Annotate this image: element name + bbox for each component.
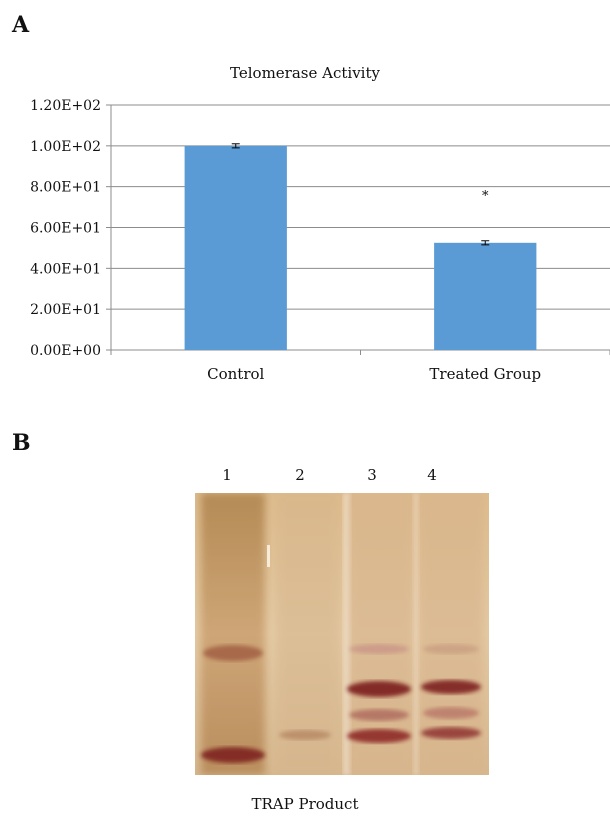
y-tick-label: 6.00E+01: [30, 221, 101, 237]
y-tick-label: 2.00E+01: [30, 302, 101, 318]
chart-svg: Telomerase Activity 0.00E+00 2.00E+01 4.00E…: [30, 64, 610, 383]
lane-number-1: 1: [222, 466, 232, 484]
lane1-band-lower: [201, 747, 265, 763]
significance-marker: *: [482, 189, 489, 204]
gel-artifact: [267, 545, 270, 567]
lane4-band-3: [421, 727, 481, 739]
telomerase-chart: Telomerase Activity 0.00E+00 2.00E+01 4.00E…: [0, 0, 610, 400]
panel-b-label: B: [12, 430, 31, 456]
y-tick-label: 8.00E+01: [30, 180, 101, 196]
lane4-band-1: [421, 680, 481, 694]
lane1-band-upper: [203, 645, 263, 661]
lane-number-2: 2: [295, 466, 305, 484]
y-tick-label: 1.20E+02: [30, 98, 101, 114]
gel-lane-3: [349, 493, 413, 775]
lane3-band-2: [349, 709, 409, 721]
lane2-band-faint: [279, 730, 331, 740]
y-tick-label: 1.00E+02: [30, 139, 101, 155]
lane3-band-faint: [349, 644, 409, 654]
trap-gel-image: [195, 493, 489, 775]
lane-separator-3-4: [413, 493, 419, 775]
lane3-band-3: [347, 729, 411, 743]
panel-a-label: A: [12, 12, 30, 38]
lane4-band-faint: [423, 644, 479, 654]
y-tick-label: 4.00E+01: [30, 261, 101, 277]
chart-title: Telomerase Activity: [230, 64, 380, 82]
bar-control: [184, 145, 287, 350]
category-label: Treated Group: [429, 365, 541, 383]
gel-caption: TRAP Product: [251, 795, 359, 813]
lane3-band-1: [347, 681, 411, 697]
gel-lane-1: [201, 493, 265, 775]
lane4-band-2: [423, 707, 479, 719]
lane-number-4: 4: [427, 466, 437, 484]
lane-separator-2-3: [343, 493, 351, 775]
gel-lane-2: [277, 493, 339, 775]
category-label: Control: [207, 365, 264, 383]
bar-treated-group: [434, 242, 537, 350]
lane-number-3: 3: [367, 466, 377, 484]
y-tick-label: 0.00E+00: [30, 343, 101, 359]
